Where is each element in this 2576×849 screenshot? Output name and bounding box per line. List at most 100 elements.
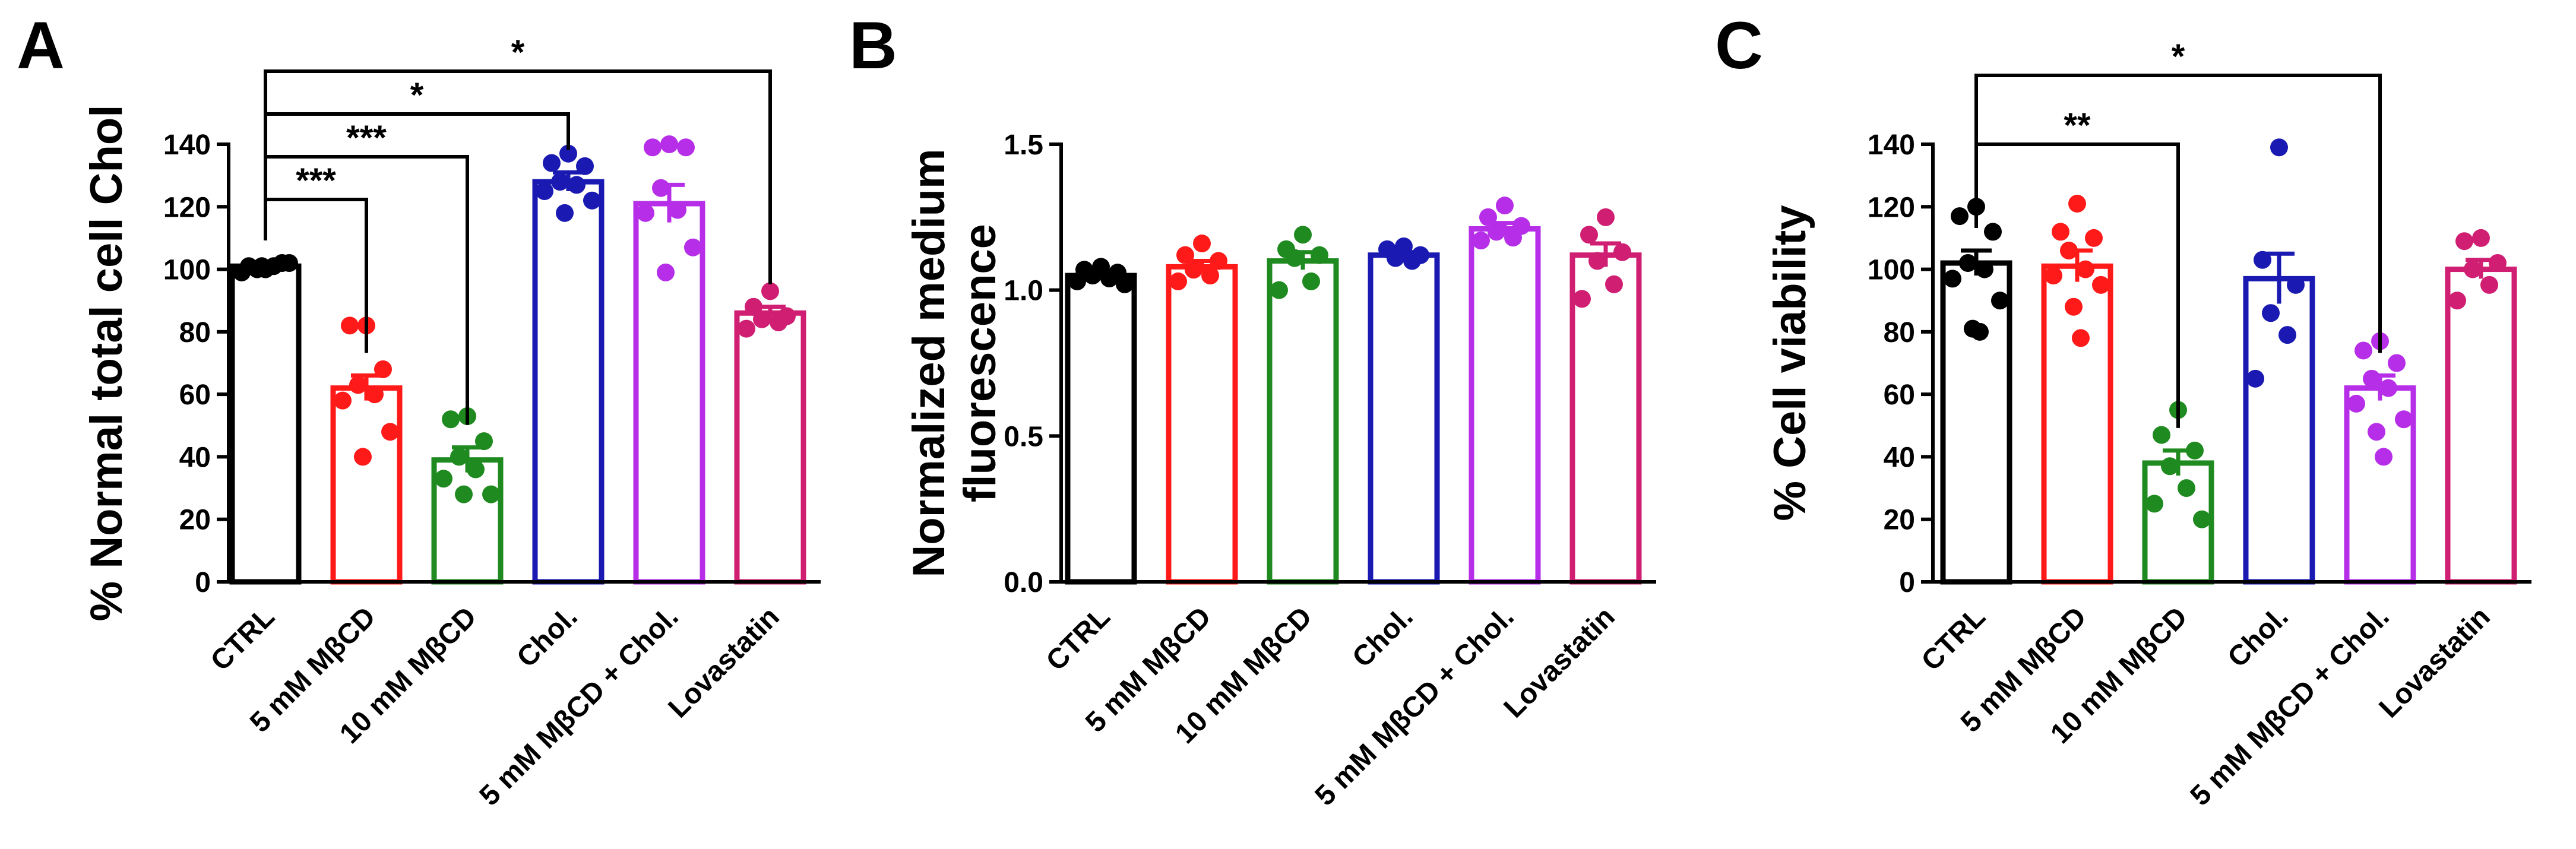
y-tick-label: 1.0 [1004,275,1043,307]
significance-label: ** [2064,106,2091,145]
significance-bracket [1974,74,2382,353]
x-tick-label: Lovastatin [1498,601,1621,724]
y-axis-label-line: Normalized medium [904,148,954,577]
data-point [2480,275,2498,294]
x-tick-label: Chol. [1346,601,1419,673]
data-point [374,360,392,379]
data-point [2464,260,2482,278]
data-point [669,201,686,219]
y-tick-label: 60 [1884,379,1915,411]
data-point [1605,275,1623,293]
data-point [1479,208,1497,226]
data-point [435,470,452,488]
data-point [551,173,569,191]
data-point [1580,226,1598,244]
bar [633,201,705,585]
y-tick-label: 100 [1868,255,1915,286]
bar [1940,260,2012,585]
data-point [1573,290,1591,308]
data-point [1504,229,1522,247]
data-point [381,423,399,441]
data-point [1588,252,1606,270]
bar [1267,258,1339,585]
data-point [1403,252,1421,270]
bar [734,310,806,585]
data-point [455,485,473,503]
data-point [1951,207,1969,226]
y-tick-label: 80 [1884,317,1915,349]
panel-a: A % Normal total cell Chol 0 20 40 60 80 100 120… [17,8,821,812]
data-point [2472,229,2490,247]
data-point [2246,369,2264,388]
data-point [738,319,755,338]
data-point [1210,252,1227,270]
data-point [2262,304,2280,322]
data-point [442,410,460,429]
data-point [349,376,367,394]
data-point [2085,229,2103,247]
data-point [2278,326,2296,344]
y-tick-label: 40 [1884,442,1915,473]
significance-label: * [511,33,525,72]
bar [2243,275,2315,585]
x-tick-label: Chol. [511,601,583,673]
data-point [2077,260,2094,278]
y-tick-label: 60 [179,379,211,411]
significance-label: *** [346,119,387,157]
data-point [1270,281,1288,299]
data-point [2355,341,2372,360]
y-tick-label: 20 [179,505,211,536]
data-point [1116,275,1134,293]
data-point [2060,241,2078,259]
significance-label: * [410,76,424,115]
data-point [1496,197,1514,215]
data-point [1201,267,1219,285]
data-point [467,460,485,479]
data-point [753,310,771,328]
data-point [770,313,787,332]
data-point [536,182,553,200]
data-point [2270,138,2288,157]
y-tick-label: 0.5 [1004,421,1043,452]
data-point [334,391,352,410]
data-point [1068,272,1086,290]
data-point [2363,369,2381,388]
panel-c: C % Cell viability 0 20 40 60 80 100 120 140 CTRL 5… [1715,8,2531,812]
data-point [2145,495,2163,513]
data-point [1084,267,1102,285]
data-point [559,144,577,163]
data-point [2045,267,2062,285]
data-point [1387,249,1404,267]
bar [1469,226,1541,585]
data-point [556,204,574,222]
x-tick-label: Chol. [2221,601,2294,673]
data-point [253,257,271,275]
x-tick-label: 5 mM MβCD + Chol. [1309,601,1520,812]
data-point [1176,246,1194,264]
data-point [2153,426,2170,444]
data-point [2455,232,2473,251]
y-tick-label: 100 [163,255,211,286]
data-point [583,191,601,210]
x-tick-label: 5 mM MβCD + Chol. [2185,601,2395,812]
y-axis-label: Normalized mediumfluorescence [904,148,1005,577]
y-tick-label: 0 [1899,567,1915,598]
data-point [543,154,561,172]
y-tick-label: 120 [1868,192,1915,223]
data-point [1597,208,1615,226]
data-point [354,448,372,466]
data-point [475,432,493,451]
panel-letter: B [849,8,897,83]
data-point [1169,272,1187,290]
data-point [1193,235,1211,253]
data-point [2178,479,2195,498]
data-point [450,448,468,466]
data-point [2395,410,2413,429]
x-tick-label: 5 mM MβCD + Chol. [474,601,685,812]
bar [1368,252,1440,585]
bar [2445,267,2517,585]
y-tick-label: 140 [1868,129,1915,161]
data-point [2368,423,2385,441]
bar [1065,273,1137,585]
y-tick-label: 0.0 [1004,567,1043,598]
